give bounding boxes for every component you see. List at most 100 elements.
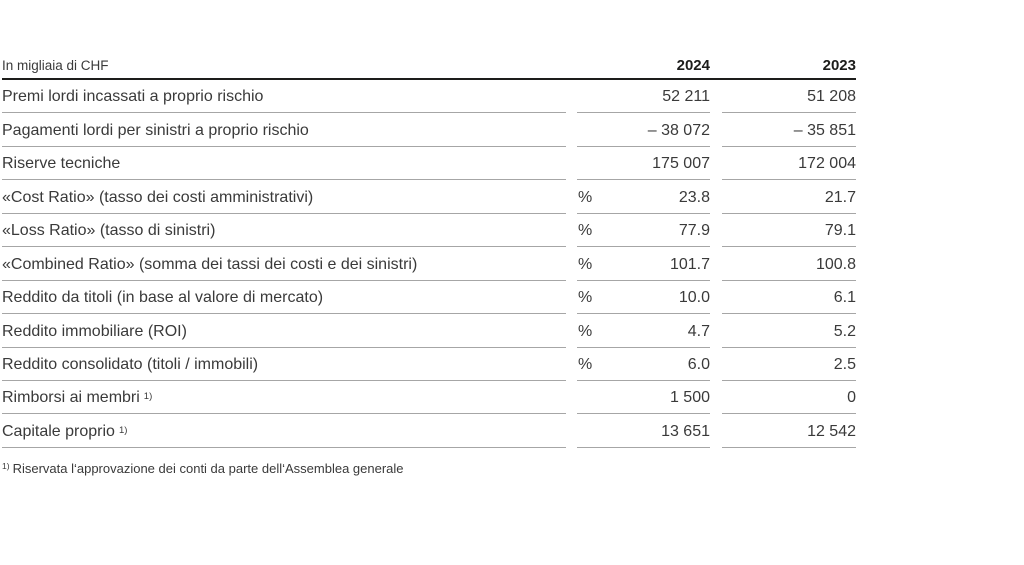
row-label: Capitale proprio xyxy=(2,422,115,440)
value-2023: 172 004 xyxy=(798,155,856,173)
value-cell-2023: 0 xyxy=(722,381,856,415)
value-cell-2023: 12 542 xyxy=(722,414,856,448)
table-row: Reddito immobiliare (ROI) % 4.7 5.2 xyxy=(2,314,856,348)
table-row: Reddito da titoli (in base al valore di … xyxy=(2,281,856,315)
column-gap xyxy=(710,314,722,347)
row-label: «Loss Ratio» (tasso di sinistri) xyxy=(2,222,216,240)
value-2023: 79.1 xyxy=(824,222,856,240)
column-gap xyxy=(710,113,722,146)
value-cell-2024: 1 500 xyxy=(577,381,710,415)
value-2024: – 38 072 xyxy=(647,121,710,139)
table-row: Rimborsi ai membri 1) 1 500 0 xyxy=(2,381,856,415)
column-gap xyxy=(566,414,577,447)
value-cell-2024: 52 211 xyxy=(577,80,710,114)
column-header-2023: 2023 xyxy=(822,57,856,74)
value-2024: 4.7 xyxy=(687,322,710,340)
table-row: Premi lordi incassati a proprio rischio … xyxy=(2,80,856,114)
column-gap xyxy=(566,147,577,180)
value-cell-2024: % 101.7 xyxy=(577,247,710,281)
financial-table: In migliaia di CHF 2024 2023 Premi lordi… xyxy=(2,52,856,448)
value-2023: 51 208 xyxy=(807,88,856,106)
value-cell-2023: 172 004 xyxy=(722,147,856,181)
column-gap xyxy=(710,281,722,314)
value-cell-2023: 5.2 xyxy=(722,314,856,348)
column-gap xyxy=(566,80,577,113)
value-cell-2024: % 77.9 xyxy=(577,214,710,248)
column-gap xyxy=(710,247,722,280)
row-label: Rimborsi ai membri xyxy=(2,389,140,407)
row-label: Riserve tecniche xyxy=(2,155,121,173)
row-label-cell: Reddito immobiliare (ROI) xyxy=(2,314,566,348)
column-header-2024: 2024 xyxy=(676,57,710,74)
value-2023: 0 xyxy=(847,389,856,407)
row-footnote-mark: 1) xyxy=(143,391,153,403)
column-gap xyxy=(566,113,577,146)
row-label-cell: Rimborsi ai membri 1) xyxy=(2,381,566,415)
row-label: Reddito immobiliare (ROI) xyxy=(2,322,187,340)
value-cell-2024: 13 651 xyxy=(577,414,710,448)
value-2024: 52 211 xyxy=(662,88,710,106)
column-gap xyxy=(710,348,722,381)
percent-unit: % xyxy=(578,222,593,240)
table-body: Premi lordi incassati a proprio rischio … xyxy=(2,80,856,448)
table-row: Capitale proprio 1) 13 651 12 542 xyxy=(2,414,856,448)
column-gap xyxy=(566,247,577,280)
column-gap xyxy=(566,314,577,347)
row-label-cell: Reddito consolidato (titoli / immobili) xyxy=(2,348,566,381)
row-label: «Cost Ratio» (tasso dei costi amministra… xyxy=(2,188,314,206)
row-label: Pagamenti lordi per sinistri a proprio r… xyxy=(2,121,309,139)
percent-unit: % xyxy=(578,289,593,307)
value-cell-2023: 79.1 xyxy=(722,214,856,248)
value-2024: 6.0 xyxy=(687,355,710,373)
row-label: Reddito da titoli (in base al valore di … xyxy=(2,289,324,307)
row-label: Premi lordi incassati a proprio rischio xyxy=(2,88,264,106)
value-2023: 2.5 xyxy=(833,355,856,373)
value-cell-2024: % 10.0 xyxy=(577,281,710,315)
row-label-cell: «Cost Ratio» (tasso dei costi amministra… xyxy=(2,180,566,214)
table-header-row: In migliaia di CHF 2024 2023 xyxy=(2,52,856,80)
row-label-cell: «Combined Ratio» (somma dei tassi dei co… xyxy=(2,247,566,281)
percent-unit: % xyxy=(578,322,593,340)
percent-unit: % xyxy=(578,355,593,373)
value-cell-2023: – 35 851 xyxy=(722,113,856,147)
value-cell-2023: 100.8 xyxy=(722,247,856,281)
column-gap xyxy=(710,414,722,447)
table-row: Riserve tecniche 175 007 172 004 xyxy=(2,147,856,181)
table-row: Pagamenti lordi per sinistri a proprio r… xyxy=(2,113,856,147)
value-2024: 77.9 xyxy=(678,222,710,240)
value-2024: 175 007 xyxy=(652,155,710,173)
footnote-mark: 1) xyxy=(2,461,10,471)
value-2024: 23.8 xyxy=(678,188,710,206)
value-2023: 100.8 xyxy=(815,255,856,273)
row-label-cell: Reddito da titoli (in base al valore di … xyxy=(2,281,566,315)
footnote-text: Riservata l‘approvazione dei conti da pa… xyxy=(12,461,404,476)
row-label-cell: Pagamenti lordi per sinistri a proprio r… xyxy=(2,113,566,147)
column-gap xyxy=(710,80,722,113)
value-cell-2023: 21.7 xyxy=(722,180,856,214)
column-gap xyxy=(710,214,722,247)
value-2023: 21.7 xyxy=(824,188,856,206)
column-gap xyxy=(566,214,577,247)
footnote: 1) Riservata l‘approvazione dei conti da … xyxy=(2,461,404,476)
column-gap xyxy=(710,381,722,414)
column-gap xyxy=(566,180,577,213)
row-footnote-mark: 1) xyxy=(118,424,128,436)
table-row: «Loss Ratio» (tasso di sinistri) % 77.9 … xyxy=(2,214,856,248)
table-row: «Cost Ratio» (tasso dei costi amministra… xyxy=(2,180,856,214)
percent-unit: % xyxy=(578,188,593,206)
value-cell-2024: % 6.0 xyxy=(577,348,710,381)
row-label-cell: «Loss Ratio» (tasso di sinistri) xyxy=(2,214,566,248)
row-label: «Combined Ratio» (somma dei tassi dei co… xyxy=(2,255,418,273)
row-label-cell: Premi lordi incassati a proprio rischio xyxy=(2,80,566,114)
table-row: Reddito consolidato (titoli / immobili) … xyxy=(2,348,856,381)
value-cell-2023: 6.1 xyxy=(722,281,856,315)
unit-label: In migliaia di CHF xyxy=(2,58,109,73)
percent-unit: % xyxy=(578,255,593,273)
column-gap xyxy=(710,147,722,180)
table-row: «Combined Ratio» (somma dei tassi dei co… xyxy=(2,247,856,281)
value-2023: 12 542 xyxy=(807,422,856,440)
column-gap xyxy=(566,381,577,414)
value-cell-2023: 51 208 xyxy=(722,80,856,114)
value-2023: 6.1 xyxy=(833,289,856,307)
